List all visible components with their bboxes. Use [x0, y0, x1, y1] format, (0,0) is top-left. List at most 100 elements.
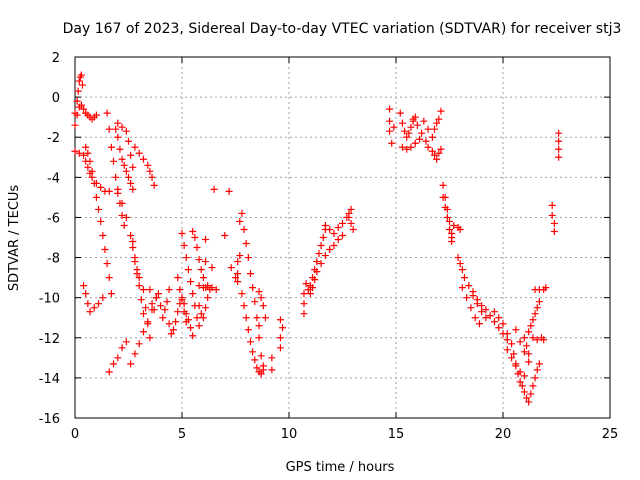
data-point — [525, 350, 533, 358]
data-point — [152, 294, 160, 302]
y-tick-label: -4 — [47, 171, 60, 186]
data-point — [187, 324, 195, 332]
data-point — [105, 187, 113, 195]
data-point — [189, 227, 197, 235]
series-s25 — [255, 288, 269, 370]
data-point — [396, 109, 404, 117]
series-s9 — [114, 189, 147, 318]
data-point — [529, 316, 537, 324]
data-point — [428, 147, 436, 155]
series-s33 — [398, 135, 424, 153]
data-point — [548, 201, 556, 209]
data-point — [390, 123, 398, 131]
data-point — [520, 372, 528, 380]
data-point — [161, 306, 169, 314]
data-point — [268, 366, 276, 374]
data-point — [490, 308, 498, 316]
data-point — [187, 278, 195, 286]
data-point — [512, 362, 520, 370]
data-point — [157, 302, 165, 310]
data-point — [300, 310, 308, 318]
data-point — [212, 286, 220, 294]
data-point — [139, 328, 147, 336]
data-point — [512, 326, 520, 334]
data-point — [330, 242, 338, 250]
data-point — [259, 362, 267, 370]
data-point — [405, 129, 413, 137]
data-point — [90, 304, 98, 312]
data-point — [195, 256, 203, 264]
data-point — [428, 133, 436, 141]
data-point — [154, 290, 162, 298]
data-point — [197, 310, 205, 318]
data-point — [202, 258, 210, 266]
data-point — [388, 139, 396, 147]
data-point — [555, 129, 563, 137]
data-point — [319, 234, 327, 241]
data-point — [516, 368, 524, 376]
data-point — [144, 161, 152, 169]
data-point — [441, 203, 449, 211]
data-point — [446, 217, 453, 225]
data-point — [413, 121, 421, 129]
data-point — [165, 286, 173, 294]
series-s4 — [80, 282, 107, 316]
data-point — [103, 260, 111, 268]
data-point — [398, 119, 406, 127]
data-point — [131, 143, 139, 151]
data-point — [469, 288, 477, 296]
data-point — [527, 322, 535, 330]
data-point — [465, 282, 473, 290]
data-point — [349, 225, 357, 233]
data-point — [520, 388, 528, 396]
series-s48 — [525, 298, 543, 336]
data-point — [330, 229, 338, 237]
data-point — [236, 252, 244, 260]
data-point — [165, 320, 173, 328]
series-s34 — [409, 115, 432, 151]
series-s28 — [306, 231, 346, 298]
data-point — [99, 294, 107, 302]
data-point — [437, 145, 445, 153]
series-s11 — [127, 294, 160, 368]
data-point — [189, 290, 197, 298]
data-point — [133, 266, 141, 274]
data-point — [317, 260, 325, 268]
data-point — [199, 284, 207, 292]
data-point — [129, 238, 137, 246]
data-point — [73, 111, 81, 119]
data-point — [139, 155, 147, 163]
data-point — [249, 284, 257, 292]
data-point — [555, 145, 563, 153]
data-point — [315, 250, 323, 258]
data-point — [139, 310, 147, 318]
y-tick-label: 2 — [52, 51, 60, 66]
series-s42 — [469, 288, 511, 344]
data-point — [520, 348, 528, 356]
data-point — [313, 268, 321, 276]
data-point — [244, 254, 252, 262]
series-s41 — [458, 284, 483, 328]
data-point — [71, 147, 79, 155]
data-point — [435, 149, 443, 157]
series-s26 — [268, 316, 287, 374]
data-point — [199, 274, 207, 282]
data-point — [80, 105, 88, 113]
y-tick-label: 0 — [52, 91, 60, 106]
data-point — [234, 270, 242, 278]
data-point — [127, 360, 135, 368]
data-point — [202, 304, 210, 312]
data-point — [482, 306, 490, 314]
data-point — [178, 296, 186, 304]
series-s24 — [234, 278, 267, 378]
data-point — [460, 274, 468, 282]
data-point — [120, 161, 128, 169]
series-s16 — [174, 274, 190, 326]
data-point — [420, 117, 428, 125]
data-point — [227, 264, 235, 272]
series-s44 — [503, 346, 528, 380]
data-point — [195, 302, 203, 310]
data-point — [525, 328, 533, 336]
data-point — [127, 179, 135, 187]
data-point — [523, 342, 531, 350]
